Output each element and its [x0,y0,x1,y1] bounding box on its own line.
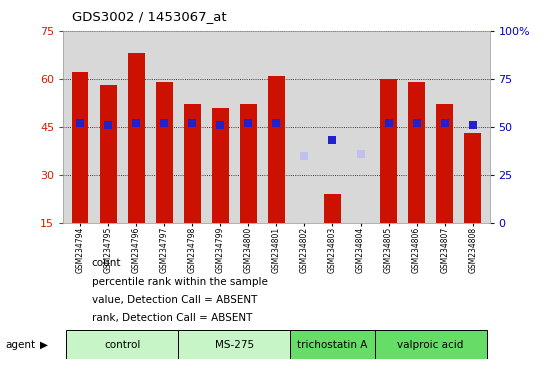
Bar [352,223,369,226]
Bar [408,82,425,223]
Text: rank, Detection Call = ABSENT: rank, Detection Call = ABSENT [92,313,252,323]
Bar [464,133,481,223]
Point [104,122,113,128]
Text: agent: agent [6,339,36,350]
Bar [100,85,117,223]
Point [76,120,85,126]
Bar [66,330,178,359]
Text: percentile rank within the sample: percentile rank within the sample [92,276,268,286]
Bar [240,104,257,223]
Point [188,120,197,126]
Point [412,120,421,126]
Text: valproic acid: valproic acid [398,339,464,350]
Bar [268,76,285,223]
Text: control: control [104,339,140,350]
Point [328,137,337,143]
Text: value, Detection Call = ABSENT: value, Detection Call = ABSENT [92,295,257,305]
Bar [184,104,201,223]
Text: count: count [92,258,122,268]
Point [440,120,449,126]
Point [300,152,309,159]
Text: GDS3002 / 1453067_at: GDS3002 / 1453067_at [72,10,226,23]
Point [160,120,169,126]
Text: ▶: ▶ [40,339,48,350]
Bar [178,330,290,359]
Text: MS-275: MS-275 [214,339,254,350]
Bar [156,82,173,223]
Point [468,122,477,128]
Bar [436,104,453,223]
Point [132,120,141,126]
Bar [380,79,397,223]
Bar [296,223,313,226]
Bar [212,108,229,223]
Point [244,120,253,126]
Bar [128,53,145,223]
Point [272,120,280,126]
Bar [324,194,341,223]
Point [216,122,225,128]
Point [384,120,393,126]
Bar [72,72,89,223]
Text: trichostatin A: trichostatin A [297,339,367,350]
Point [356,151,365,157]
Bar [290,330,375,359]
Bar [375,330,487,359]
